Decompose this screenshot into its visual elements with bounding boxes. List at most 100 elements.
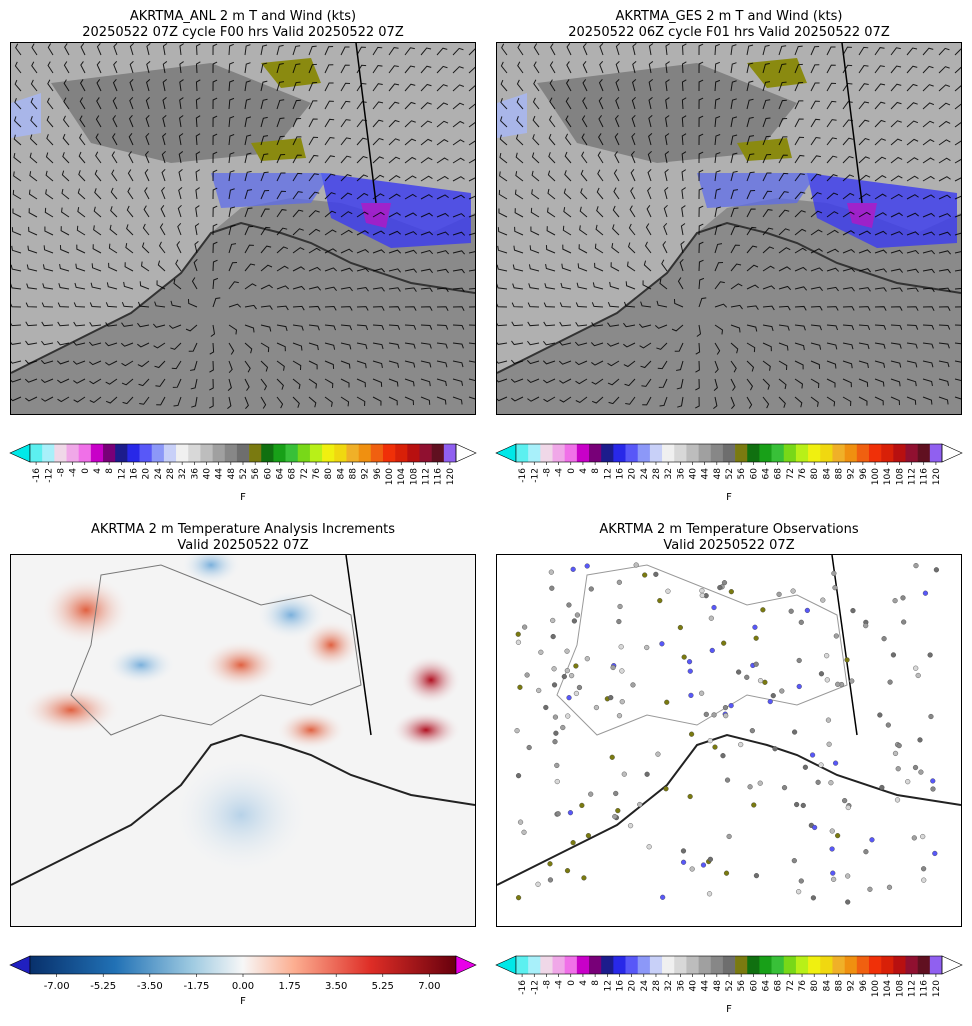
colorbar-swatch [589, 956, 602, 974]
wind-barb [497, 245, 508, 254]
wind-barb [730, 283, 743, 290]
wind-barb [153, 342, 166, 349]
wind-barb [826, 82, 837, 92]
wind-barb [954, 102, 961, 110]
wind-barb [529, 245, 540, 254]
wind-barb [610, 262, 620, 272]
wind-barb [810, 248, 823, 254]
wind-barb [145, 114, 150, 128]
wind-barb [189, 360, 198, 371]
wind-barb [582, 43, 588, 56]
wind-barb [244, 304, 257, 310]
anl-map-render [11, 43, 475, 414]
wind-barb [62, 152, 70, 164]
wind-barb [532, 134, 540, 146]
wind-barb [698, 97, 704, 110]
wind-barb [29, 134, 38, 146]
wind-barb [372, 324, 385, 330]
observation-dot [564, 868, 571, 874]
wind-barb [580, 188, 588, 200]
wind-barb [627, 261, 636, 272]
wind-barb [938, 342, 950, 349]
inc-map[interactable] [10, 554, 476, 927]
wind-barb [46, 115, 54, 128]
wind-barb [388, 193, 401, 200]
colorbar-tick-label: 64 [276, 468, 286, 480]
observation-dot [554, 778, 560, 785]
wind-barb [112, 78, 118, 92]
wind-barb [195, 61, 201, 74]
wind-barb [647, 186, 652, 200]
wind-barb [161, 168, 166, 182]
wind-barb [177, 204, 182, 218]
wind-barb [276, 285, 290, 290]
wind-barb [906, 47, 918, 56]
anl-map[interactable] [10, 42, 476, 415]
wind-barb [292, 396, 300, 408]
wind-barb [714, 243, 723, 254]
wind-barb [695, 360, 700, 373]
wind-barb [858, 324, 871, 330]
wind-barb [762, 342, 772, 352]
colorbar-tick-label: 92 [361, 468, 371, 479]
observation-dot [833, 633, 839, 639]
wind-barb [127, 187, 134, 200]
wind-barb [436, 268, 449, 274]
wind-barb [630, 150, 636, 164]
wind-barb [874, 175, 887, 182]
wind-barb [44, 207, 54, 218]
wind-barb [858, 249, 872, 254]
wind-barb [276, 44, 284, 56]
observation-dot [850, 608, 856, 614]
wind-barb [356, 101, 367, 110]
wind-barb [212, 277, 219, 290]
wind-barb [640, 301, 652, 308]
wind-barb [578, 244, 588, 254]
wind-barb [599, 43, 604, 56]
colorbar-swatch [722, 444, 736, 462]
wind-barb [292, 154, 302, 164]
wind-barb [404, 360, 416, 368]
wind-barb [906, 194, 919, 200]
wind-barb [244, 116, 252, 128]
wind-barb [372, 101, 384, 110]
colorbar-swatch [917, 956, 931, 974]
colorbar-swatch [528, 444, 541, 462]
observation-dot [824, 653, 830, 659]
wind-barb [517, 61, 524, 74]
observation-dot [828, 780, 834, 786]
wind-barb [656, 300, 668, 308]
anl-title-line2: 20250522 07Z cycle F00 hrs Valid 2025052… [82, 25, 404, 40]
wind-barb [40, 360, 54, 365]
wind-barb [356, 267, 370, 273]
wind-barb [212, 79, 218, 92]
obs-map[interactable] [496, 554, 962, 927]
wind-barb [922, 250, 936, 255]
colorbar-swatch [90, 444, 104, 462]
observation-dot [585, 833, 592, 839]
wind-barb [372, 378, 383, 387]
wind-barb [497, 378, 508, 383]
wind-barb [566, 61, 572, 74]
wind-barb [420, 83, 432, 92]
wind-barb [420, 287, 433, 292]
wind-barb [810, 229, 823, 236]
wind-barb [57, 396, 70, 403]
wind-barb [778, 247, 791, 254]
wind-barb [698, 115, 704, 128]
colorbar-tick-label: 56 [251, 468, 261, 480]
colorbar-swatch [881, 444, 894, 462]
wind-barb [517, 43, 524, 56]
wind-barb [93, 206, 102, 218]
colorbar-tick-label: -1.75 [183, 981, 209, 992]
wind-barb [632, 78, 637, 92]
wind-barb [194, 223, 200, 236]
ges-map[interactable] [496, 42, 962, 415]
wind-barb [657, 360, 668, 370]
wind-barb [420, 157, 433, 164]
wind-barb [145, 132, 150, 146]
wind-barb [922, 139, 935, 146]
colorbar-tick-label: 3.50 [325, 981, 347, 992]
colorbar-swatch [662, 444, 675, 462]
wind-barb [938, 120, 951, 128]
